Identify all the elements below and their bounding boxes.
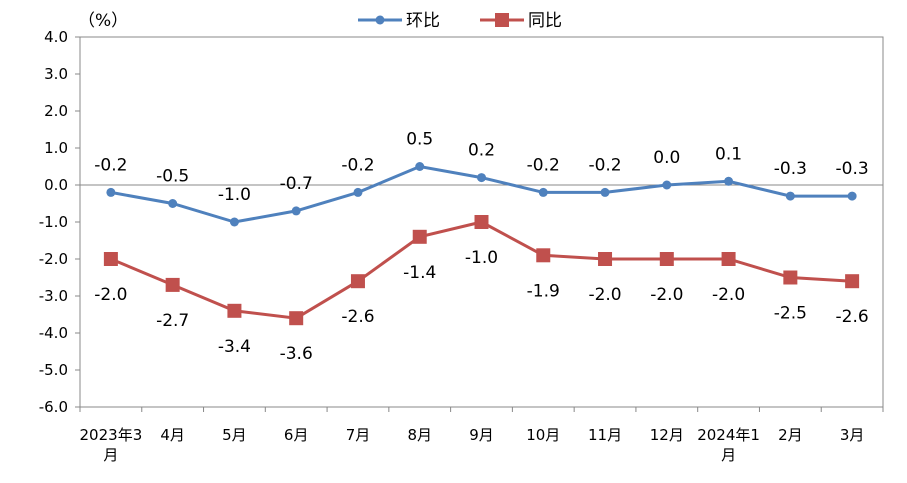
data-point <box>785 191 795 201</box>
y-tick-label: -6.0 <box>39 398 68 416</box>
data-point <box>721 252 736 266</box>
data-point <box>103 252 118 266</box>
data-label: -1.0 <box>465 248 498 268</box>
x-tick-label: 6月 <box>284 426 309 444</box>
x-tick-label: 2024年1 <box>697 426 760 444</box>
data-point <box>783 270 798 285</box>
legend-marker <box>495 13 509 27</box>
legend-marker <box>375 15 385 25</box>
y-tick-label: -3.0 <box>39 287 68 305</box>
data-point <box>536 248 551 263</box>
data-point <box>662 180 672 190</box>
data-label: -0.2 <box>341 155 374 175</box>
data-point <box>227 303 242 318</box>
data-label: 0.5 <box>406 130 433 150</box>
data-point <box>538 187 548 197</box>
y-tick-label: -2.0 <box>39 250 68 268</box>
data-label: -2.7 <box>156 311 189 331</box>
legend: 环比 同比 <box>358 11 562 31</box>
data-label: 0.2 <box>468 141 495 161</box>
data-point <box>600 187 610 197</box>
data-label: -1.4 <box>403 263 436 283</box>
data-point <box>165 277 180 292</box>
x-tick-label: 4月 <box>160 426 185 444</box>
x-tick-label: 2月 <box>778 426 803 444</box>
data-label: -2.0 <box>588 285 621 305</box>
x-tick-label: 5月 <box>222 426 247 444</box>
data-label: -1.0 <box>218 185 251 205</box>
y-tick-label: -4.0 <box>39 324 68 342</box>
data-label: 0.1 <box>715 144 742 164</box>
legend-label: 环比 <box>406 11 440 31</box>
data-label: -2.5 <box>774 304 807 324</box>
legend-label: 同比 <box>528 11 562 31</box>
series-yoy: -2.0 -2.7 -3.4 -3.6 -2.6 -1.4 -1.0 -1.9 -2.0 -2.0… <box>94 215 869 364</box>
data-point <box>106 187 116 197</box>
data-point <box>598 252 613 266</box>
data-point <box>845 274 860 289</box>
x-tick-label: 7月 <box>346 426 371 444</box>
x-tick-label: 9月 <box>469 426 494 444</box>
data-point <box>847 191 857 201</box>
data-point <box>350 274 365 289</box>
data-label: -3.4 <box>218 337 251 357</box>
data-label: -0.3 <box>774 159 807 179</box>
series-mom: -0.2 -0.5 -1.0 -0.7 -0.2 0.5 0.2 -0.2 -0.2 0.0 0.1… <box>94 130 869 227</box>
data-label: -2.0 <box>94 285 127 305</box>
data-point <box>289 311 304 326</box>
data-label: -1.9 <box>527 281 560 301</box>
data-label: -2.0 <box>650 285 683 305</box>
x-tick-label: 11月 <box>588 426 622 444</box>
y-unit-label: （%） <box>78 11 128 31</box>
data-point <box>474 215 489 229</box>
data-label: -3.6 <box>280 344 313 364</box>
y-tick-label: 3.0 <box>44 65 68 83</box>
x-tick-label: 8月 <box>407 426 432 444</box>
y-tick-label: -1.0 <box>39 213 68 231</box>
y-axis: 4.0 3.0 2.0 1.0 0.0 -1.0 -2.0 -3.0 -4.0 -5.0 -6.0 <box>39 28 80 416</box>
data-label: -0.2 <box>588 155 621 175</box>
data-point <box>291 206 301 216</box>
x-tick-label: 3月 <box>840 426 865 444</box>
data-point <box>477 173 486 183</box>
data-point <box>229 217 239 227</box>
x-tick-label: 10月 <box>526 426 560 444</box>
x-tick-label: 12月 <box>650 426 684 444</box>
data-label: -0.3 <box>836 159 869 179</box>
data-point <box>724 176 734 186</box>
y-tick-label: 2.0 <box>44 102 68 120</box>
data-point <box>659 252 674 266</box>
y-tick-label: -5.0 <box>39 361 68 379</box>
x-axis: 2023年3 月 4月 5月 6月 7月 8月 9月 10月 11月 12月 2024年1 月 2月 3月 <box>79 407 884 464</box>
x-tick-label: 月 <box>103 446 118 464</box>
y-tick-label: 0.0 <box>44 176 68 194</box>
data-label: -0.5 <box>156 167 189 187</box>
data-point <box>353 187 363 197</box>
data-label: -0.2 <box>527 155 560 175</box>
data-point <box>415 162 425 171</box>
x-tick-label: 月 <box>721 446 736 464</box>
data-point <box>168 199 178 208</box>
x-tick-label: 2023年3 <box>80 426 143 444</box>
data-label: -0.7 <box>280 174 313 194</box>
data-point <box>412 229 427 244</box>
y-tick-label: 4.0 <box>44 28 68 46</box>
data-label: -2.0 <box>712 285 745 305</box>
series-layer: -0.2 -0.5 -1.0 -0.7 -0.2 0.5 0.2 -0.2 -0.2 0.0 0.1… <box>94 130 868 365</box>
data-label: -2.6 <box>836 307 869 327</box>
data-label: 0.0 <box>653 148 680 168</box>
data-label: -2.6 <box>341 307 374 327</box>
y-tick-label: 1.0 <box>44 139 68 157</box>
data-label: -0.2 <box>94 155 127 175</box>
